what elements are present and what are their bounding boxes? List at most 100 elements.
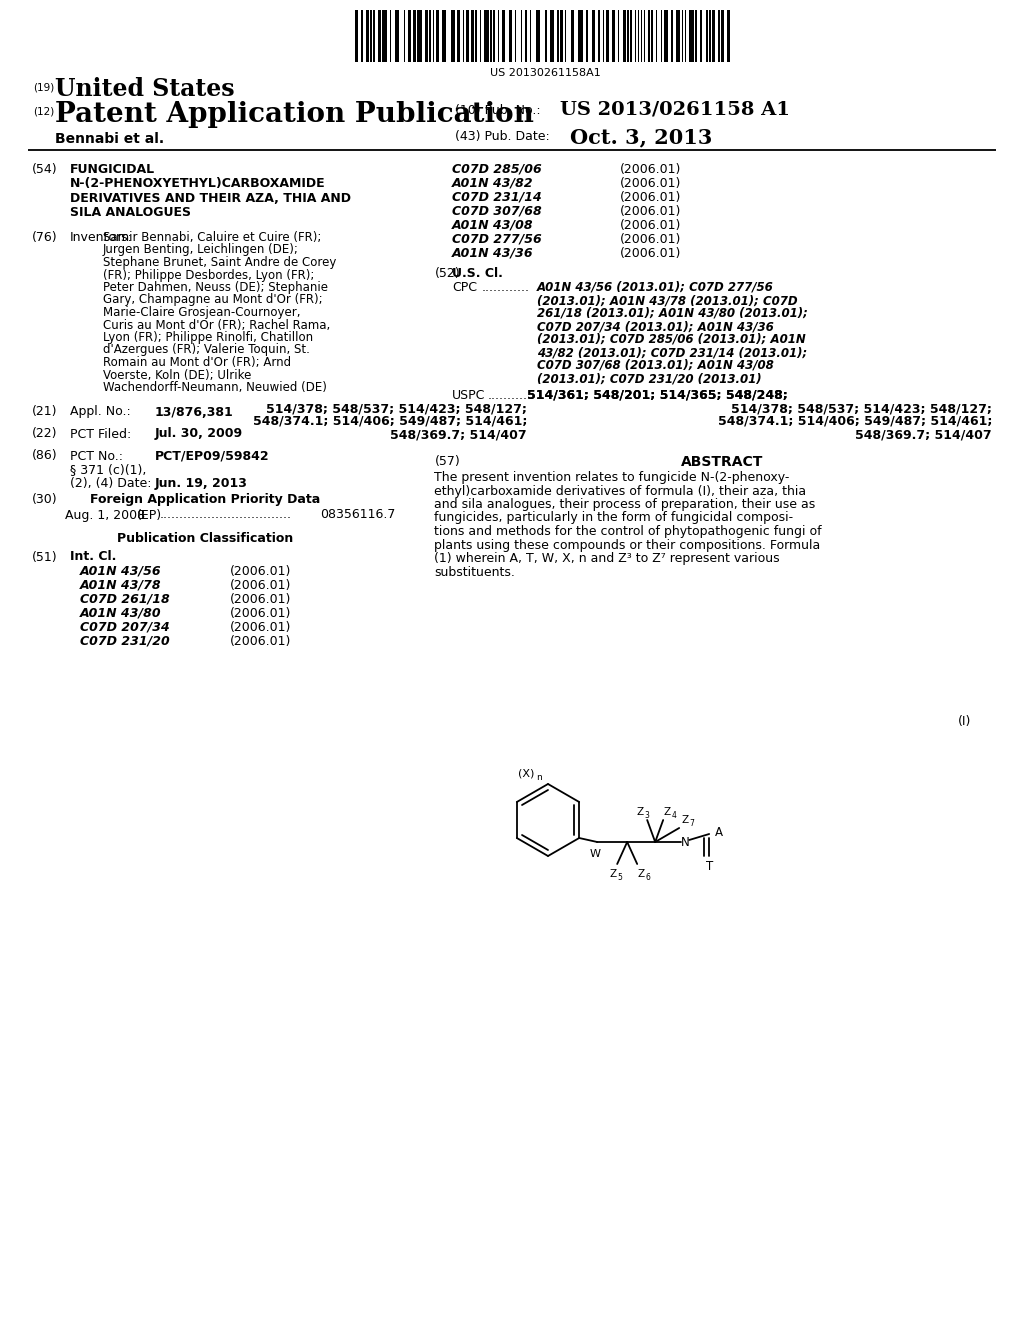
Text: (2013.01); A01N 43/78 (2013.01); C07D: (2013.01); A01N 43/78 (2013.01); C07D — [537, 294, 798, 308]
Text: fungicides, particularly in the form of fungicidal composi-: fungicides, particularly in the form of … — [434, 511, 794, 524]
Text: 7: 7 — [690, 818, 694, 828]
Text: FUNGICIDAL: FUNGICIDAL — [70, 162, 155, 176]
Text: A01N 43/56 (2013.01); C07D 277/56: A01N 43/56 (2013.01); C07D 277/56 — [537, 281, 774, 294]
Text: Lyon (FR); Philippe Rinolfi, Chatillon: Lyon (FR); Philippe Rinolfi, Chatillon — [103, 331, 313, 345]
Text: 514/361; 548/201; 514/365; 548/248;: 514/361; 548/201; 514/365; 548/248; — [527, 389, 787, 403]
Bar — [565, 11, 566, 62]
Bar — [373, 11, 375, 62]
Text: substituents.: substituents. — [434, 565, 515, 578]
Bar — [603, 11, 604, 62]
Text: Gary, Champagne au Mont d'Or (FR);: Gary, Champagne au Mont d'Or (FR); — [103, 293, 323, 306]
Text: A01N 43/08: A01N 43/08 — [452, 219, 534, 232]
Bar — [409, 11, 412, 62]
Text: A01N 43/80: A01N 43/80 — [80, 606, 162, 619]
Text: (FR); Philippe Desbordes, Lyon (FR);: (FR); Philippe Desbordes, Lyon (FR); — [103, 268, 314, 281]
Text: T: T — [706, 859, 713, 873]
Text: (2006.01): (2006.01) — [620, 162, 681, 176]
Text: (2006.01): (2006.01) — [620, 247, 681, 260]
Bar — [660, 11, 663, 62]
Text: 514/361; 548/201; 514/365; 548/248;: 514/361; 548/201; 514/365; 548/248; — [527, 389, 787, 403]
Text: ethyl)carboxamide derivatives of formula (I), their aza, thia: ethyl)carboxamide derivatives of formula… — [434, 484, 806, 498]
Text: (2013.01); C07D 285/06 (2013.01); A01N: (2013.01); C07D 285/06 (2013.01); A01N — [537, 333, 806, 346]
Text: (2006.01): (2006.01) — [230, 593, 292, 606]
Text: A: A — [715, 825, 723, 838]
Text: Publication Classification: Publication Classification — [117, 532, 293, 545]
Text: 3: 3 — [645, 810, 649, 820]
Bar — [648, 11, 650, 62]
Bar — [627, 11, 629, 62]
Bar — [418, 11, 422, 62]
Text: C07D 261/18: C07D 261/18 — [80, 593, 170, 606]
Text: C07D 285/06: C07D 285/06 — [452, 162, 542, 176]
Bar — [403, 11, 406, 62]
Text: (19): (19) — [33, 82, 54, 92]
Text: 5: 5 — [617, 873, 623, 882]
Text: plants using these compounds or their compositions. Formula: plants using these compounds or their co… — [434, 539, 820, 552]
Bar — [366, 11, 369, 62]
Bar — [545, 11, 547, 62]
Bar — [361, 11, 362, 62]
Text: CPC: CPC — [452, 281, 477, 294]
Text: ............: ............ — [482, 281, 530, 294]
Text: d'Azergues (FR); Valerie Toquin, St.: d'Azergues (FR); Valerie Toquin, St. — [103, 343, 310, 356]
Bar — [475, 11, 476, 62]
Bar — [515, 11, 516, 62]
Text: (2013.01); C07D 231/20 (2013.01): (2013.01); C07D 231/20 (2013.01) — [537, 372, 762, 385]
Text: 548/374.1; 514/406; 549/487; 514/461;: 548/374.1; 514/406; 549/487; 514/461; — [253, 414, 527, 428]
Text: USPC: USPC — [452, 389, 485, 403]
Bar — [638, 11, 639, 62]
Text: A01N 43/82: A01N 43/82 — [452, 177, 534, 190]
Bar — [695, 11, 697, 62]
Bar — [685, 11, 686, 62]
Text: (2006.01): (2006.01) — [620, 234, 681, 246]
Bar — [617, 11, 620, 62]
Text: § 371 (c)(1),: § 371 (c)(1), — [70, 463, 146, 477]
Text: (43) Pub. Date:: (43) Pub. Date: — [455, 129, 550, 143]
Text: Oct. 3, 2013: Oct. 3, 2013 — [570, 127, 713, 147]
Text: (2), (4) Date:: (2), (4) Date: — [70, 477, 152, 490]
Text: (10) Pub. No.:: (10) Pub. No.: — [455, 104, 541, 117]
Text: Int. Cl.: Int. Cl. — [70, 550, 117, 564]
Text: (86): (86) — [32, 450, 57, 462]
Text: Aug. 1, 2008: Aug. 1, 2008 — [65, 508, 145, 521]
Text: Jurgen Benting, Leichlingen (DE);: Jurgen Benting, Leichlingen (DE); — [103, 243, 299, 256]
Text: (2006.01): (2006.01) — [230, 620, 292, 634]
Text: A01N 43/78: A01N 43/78 — [80, 578, 162, 591]
Text: 514/378; 548/537; 514/423; 548/127;: 514/378; 548/537; 514/423; 548/127; — [266, 403, 527, 414]
Text: 6: 6 — [646, 873, 650, 882]
Bar — [606, 11, 609, 62]
Text: Stephane Brunet, Saint Andre de Corey: Stephane Brunet, Saint Andre de Corey — [103, 256, 336, 269]
Bar — [498, 11, 500, 62]
Text: (52): (52) — [435, 267, 461, 280]
Text: (I): (I) — [958, 715, 972, 729]
Bar — [707, 11, 708, 62]
Text: PCT No.:: PCT No.: — [70, 450, 123, 462]
Text: (2006.01): (2006.01) — [620, 219, 681, 232]
Text: (2006.01): (2006.01) — [230, 635, 292, 648]
Bar — [463, 11, 465, 62]
Bar — [579, 11, 583, 62]
Text: Bennabi et al.: Bennabi et al. — [55, 132, 164, 147]
Bar — [718, 11, 720, 62]
Bar — [671, 11, 673, 62]
Text: PCT Filed:: PCT Filed: — [70, 428, 131, 441]
Text: C07D 277/56: C07D 277/56 — [452, 234, 542, 246]
Bar — [479, 11, 481, 62]
Text: 4: 4 — [672, 810, 677, 820]
Text: (30): (30) — [32, 492, 57, 506]
Bar — [457, 11, 460, 62]
Bar — [525, 11, 526, 62]
Text: 261/18 (2013.01); A01N 43/80 (2013.01);: 261/18 (2013.01); A01N 43/80 (2013.01); — [537, 308, 808, 319]
Text: 548/374.1; 514/406; 549/487; 514/461;: 548/374.1; 514/406; 549/487; 514/461; — [718, 414, 992, 428]
Text: A01N 43/36: A01N 43/36 — [452, 247, 534, 260]
Text: Foreign Application Priority Data: Foreign Application Priority Data — [90, 492, 321, 506]
Bar — [644, 11, 645, 62]
Bar — [529, 11, 531, 62]
Text: 548/369.7; 514/407: 548/369.7; 514/407 — [855, 428, 992, 441]
Text: DERIVATIVES AND THEIR AZA, THIA AND: DERIVATIVES AND THEIR AZA, THIA AND — [70, 191, 351, 205]
Text: Z: Z — [609, 869, 616, 879]
Bar — [432, 11, 434, 62]
Text: A01N 43/56: A01N 43/56 — [80, 565, 162, 578]
Bar — [557, 11, 559, 62]
Text: C07D 307/68: C07D 307/68 — [452, 205, 542, 218]
